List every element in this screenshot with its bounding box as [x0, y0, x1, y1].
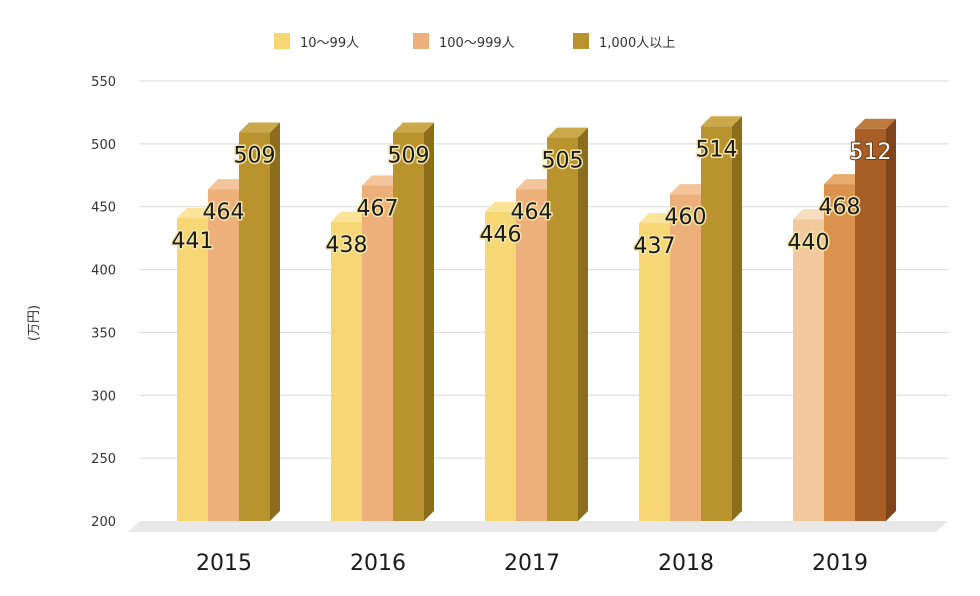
floor-plane [128, 521, 948, 532]
bar-side [732, 116, 742, 521]
y-tick-label: 250 [91, 452, 116, 467]
data-label: 509 [234, 144, 276, 169]
bar-front [516, 189, 547, 521]
y-tick-label: 300 [91, 389, 116, 404]
data-label: 512 [850, 140, 892, 165]
bar [855, 118, 896, 522]
bar [393, 122, 434, 522]
bar-top [824, 174, 865, 185]
data-label: 505 [542, 149, 584, 174]
x-category-label: 2017 [504, 551, 560, 576]
data-label: 467 [357, 196, 399, 221]
data-label: 437 [634, 234, 676, 259]
legend-label: 1,000人以上 [599, 36, 675, 51]
bar [547, 127, 588, 522]
y-tick-label: 400 [91, 264, 116, 279]
bar-front [824, 184, 855, 522]
bar-top [670, 184, 711, 195]
bar-front [639, 223, 670, 522]
bar [239, 122, 280, 522]
data-label: 509 [388, 144, 430, 169]
bar-top [331, 211, 372, 222]
bar-front [701, 126, 732, 521]
bar-top [516, 179, 557, 190]
bar-front [362, 185, 393, 522]
y-axis-label: (万円) [27, 305, 42, 341]
bar-top [793, 209, 834, 220]
x-category-label: 2016 [350, 551, 406, 576]
legend-swatch [573, 33, 589, 49]
data-label: 468 [819, 195, 861, 220]
y-tick-label: 450 [91, 201, 116, 216]
y-tick-label: 350 [91, 326, 116, 341]
bar-top [362, 175, 403, 186]
bar-side [578, 127, 588, 522]
bar-front [331, 221, 362, 522]
bar-top [855, 118, 896, 129]
bar-front [670, 194, 701, 521]
bar-side [270, 122, 280, 522]
x-category-label: 2018 [658, 551, 714, 576]
bar-front [547, 137, 578, 522]
data-label: 440 [788, 230, 830, 255]
legend-label: 10〜99人 [300, 36, 359, 51]
data-label: 446 [480, 223, 522, 248]
bar-front [485, 211, 516, 521]
y-axis-ticks: 200 250 300 350 400 450 500 550 [91, 75, 116, 530]
y-tick-label: 200 [91, 515, 116, 530]
legend-item: 100〜999人 [413, 33, 515, 51]
data-label: 464 [203, 200, 245, 225]
bar-side [886, 118, 896, 522]
x-category-label: 2015 [196, 551, 252, 576]
legend-swatch [413, 33, 429, 49]
bar-front [855, 128, 886, 521]
data-label: 438 [326, 233, 368, 258]
data-labels: 4414645094384675094464645054374605144404… [170, 136, 893, 261]
bar-top [239, 122, 280, 133]
legend-item: 10〜99人 [274, 33, 359, 51]
data-label: 460 [665, 205, 707, 230]
bar-side [424, 122, 434, 522]
bar-front [177, 218, 208, 521]
y-tick-label: 550 [91, 75, 116, 90]
bar-top [485, 201, 526, 212]
bar-top [177, 208, 218, 219]
bar-front [393, 132, 424, 522]
bar-front [208, 189, 239, 521]
bar-top [393, 122, 434, 133]
legend-label: 100〜999人 [439, 36, 515, 51]
legend-swatch [274, 33, 290, 49]
y-tick-label: 500 [91, 138, 116, 153]
bar-front [793, 219, 824, 522]
bars [177, 116, 896, 522]
data-label: 464 [511, 200, 553, 225]
bar-top [208, 179, 249, 190]
legend-item: 1,000人以上 [573, 33, 675, 51]
bar-top [639, 213, 680, 224]
x-axis-category-labels: 2015 2016 2017 2018 2019 [196, 551, 868, 576]
legend: 10〜99人 100〜999人 1,000人以上 [274, 33, 675, 51]
x-category-label: 2019 [812, 551, 868, 576]
data-label: 441 [172, 229, 214, 254]
bar-top [547, 127, 588, 138]
data-label: 514 [696, 137, 738, 162]
bar-front [239, 132, 270, 522]
bar [701, 116, 742, 521]
chart-floor [128, 521, 948, 532]
bar-top [701, 116, 742, 127]
